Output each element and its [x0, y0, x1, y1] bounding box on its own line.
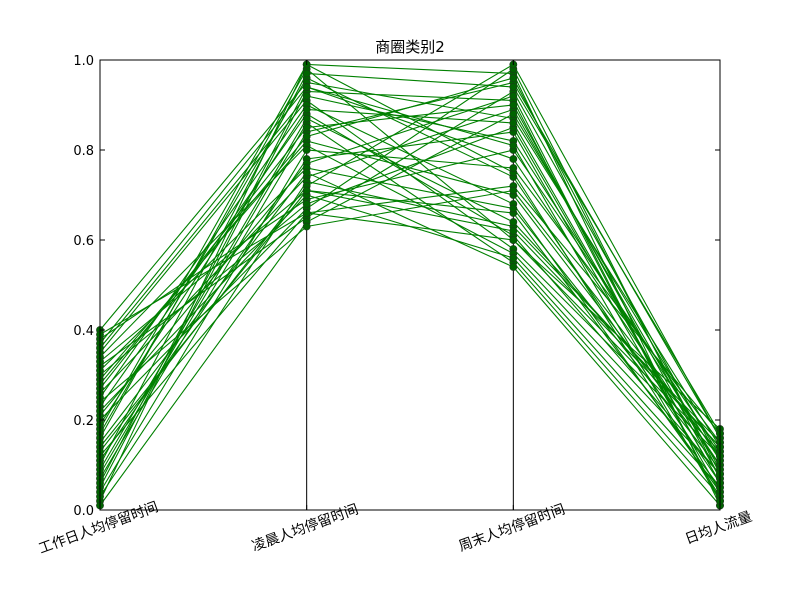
series-line	[99, 77, 721, 475]
data-point	[302, 123, 311, 132]
data-point	[302, 114, 311, 123]
data-point	[302, 146, 311, 154]
y-axis-ticks: 0.0 0.2 0.4 0.6 0.8 1.0	[73, 54, 720, 519]
y-tick-label: 0.6	[73, 234, 94, 249]
data-point	[509, 204, 518, 213]
data-point-markers	[96, 60, 724, 510]
x-tick-label: 周末人均停留时间	[456, 501, 567, 555]
x-tick-label: 凌晨人均停留时间	[250, 501, 361, 555]
plot-frame	[99, 59, 721, 511]
data-point	[509, 141, 518, 150]
data-point	[302, 69, 311, 78]
series-line	[99, 104, 721, 479]
series-line	[99, 113, 721, 506]
y-tick-label: 0.2	[73, 414, 94, 429]
series-line	[99, 63, 721, 452]
x-tick-label: 日均人流量	[683, 509, 754, 548]
series-line	[99, 171, 721, 506]
data-point	[302, 222, 311, 231]
data-point	[509, 119, 518, 127]
series-line	[99, 189, 721, 448]
series-line	[99, 149, 721, 452]
data-point	[302, 105, 311, 114]
data-point	[302, 92, 311, 100]
data-point	[509, 92, 518, 100]
data-point	[509, 74, 518, 82]
y-tick-label: 1.0	[73, 54, 94, 69]
data-point	[509, 164, 518, 172]
data-point	[302, 200, 311, 208]
series-line	[99, 72, 721, 466]
data-point	[509, 218, 518, 226]
y-tick-label: 0.4	[73, 324, 94, 339]
series-line	[99, 95, 721, 461]
series-line	[99, 86, 721, 502]
data-point	[509, 101, 518, 109]
chart-title: 商圈类别2	[375, 38, 445, 56]
data-point	[302, 168, 311, 177]
data-point	[302, 209, 311, 217]
y-tick-label: 0.8	[73, 144, 94, 159]
series-line	[99, 122, 721, 497]
series-line	[99, 149, 721, 493]
data-point	[509, 186, 518, 195]
series-line	[99, 81, 721, 479]
data-point	[302, 83, 311, 91]
series-line	[99, 86, 721, 466]
series-line	[99, 68, 721, 439]
data-point	[509, 254, 518, 262]
series-lines	[99, 63, 721, 506]
series-line	[99, 81, 721, 448]
data-point	[509, 227, 518, 235]
data-point	[509, 83, 518, 91]
series-line	[99, 144, 721, 475]
data-point	[302, 132, 311, 141]
data-point	[509, 110, 518, 118]
series-line	[99, 212, 721, 452]
data-point	[302, 186, 311, 195]
y-tick-label: 0.0	[73, 504, 94, 519]
data-point	[509, 236, 518, 244]
data-point	[509, 155, 518, 163]
data-point	[509, 263, 518, 271]
